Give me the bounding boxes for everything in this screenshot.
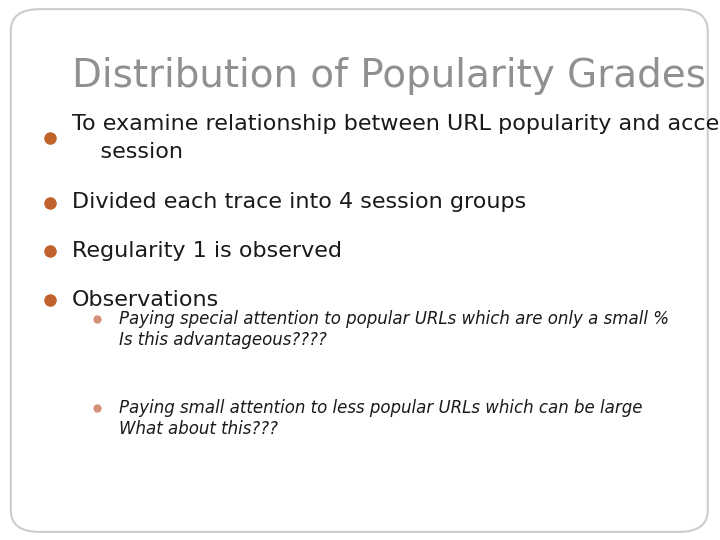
Text: Distribution of Popularity Grades: Distribution of Popularity Grades — [72, 57, 706, 94]
Text: Regularity 1 is observed: Regularity 1 is observed — [72, 241, 342, 261]
Text: Paying special attention to popular URLs which are only a small %: Paying special attention to popular URLs… — [119, 309, 669, 328]
Text: Is this advantageous????: Is this advantageous???? — [119, 331, 327, 349]
Text: To examine relationship between URL popularity and access
    session: To examine relationship between URL popu… — [72, 114, 720, 161]
Text: Paying small attention to less popular URLs which can be large: Paying small attention to less popular U… — [119, 399, 642, 417]
FancyBboxPatch shape — [11, 9, 708, 532]
Text: Observations: Observations — [72, 289, 220, 310]
Text: What about this???: What about this??? — [119, 420, 278, 438]
Text: Divided each trace into 4 session groups: Divided each trace into 4 session groups — [72, 192, 526, 213]
